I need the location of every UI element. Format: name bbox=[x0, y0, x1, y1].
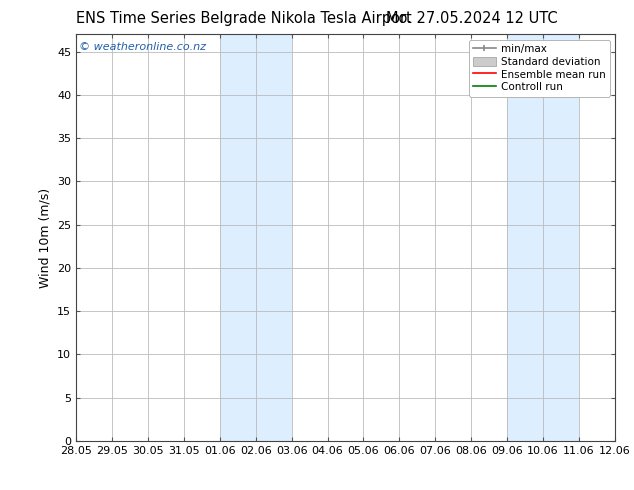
Bar bbox=[220, 34, 292, 441]
Legend: min/max, Standard deviation, Ensemble mean run, Controll run: min/max, Standard deviation, Ensemble me… bbox=[469, 40, 610, 97]
Bar bbox=[507, 34, 579, 441]
Text: Mo. 27.05.2024 12 UTC: Mo. 27.05.2024 12 UTC bbox=[386, 11, 558, 26]
Text: ENS Time Series Belgrade Nikola Tesla Airport: ENS Time Series Belgrade Nikola Tesla Ai… bbox=[76, 11, 412, 26]
Y-axis label: Wind 10m (m/s): Wind 10m (m/s) bbox=[39, 188, 51, 288]
Text: © weatheronline.co.nz: © weatheronline.co.nz bbox=[79, 43, 206, 52]
